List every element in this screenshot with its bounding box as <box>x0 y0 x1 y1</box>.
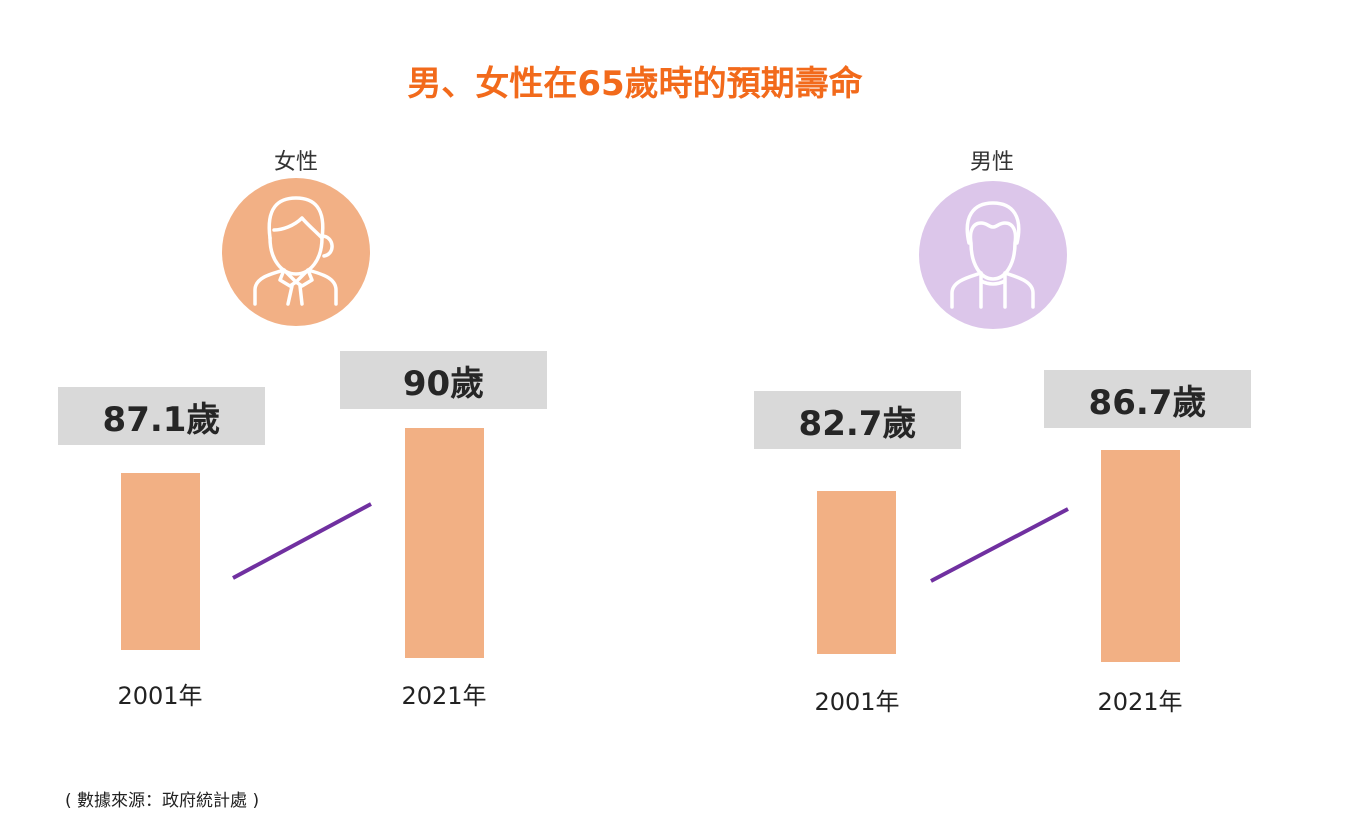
female-label: 女性 <box>273 150 318 175</box>
female-2001-year-label: 2001年 <box>117 682 203 710</box>
male-2001-year-label: 2001年 <box>814 688 900 716</box>
male-label: 男性 <box>969 150 1014 175</box>
female-2021-year-label: 2021年 <box>401 682 487 710</box>
male-trend-line <box>930 507 1069 583</box>
male-2001-bar <box>817 491 896 654</box>
female-trend-line <box>232 502 372 580</box>
female-2001-value-label: 87.1歲 <box>58 387 265 445</box>
male-2021-bar <box>1101 450 1180 662</box>
female-2021-bar <box>405 428 484 658</box>
female-2001-bar <box>121 473 200 650</box>
chart-title: 男、女性在65歲時的預期壽命 <box>407 64 863 104</box>
female-person-icon <box>222 178 370 326</box>
male-2021-value-label: 86.7歲 <box>1044 370 1251 428</box>
source-note: ( 數據來源：政府統計處 ) <box>65 791 260 811</box>
male-person-icon <box>919 181 1067 329</box>
male-2021-year-label: 2021年 <box>1097 688 1183 716</box>
female-2021-value-label: 90歲 <box>340 351 547 409</box>
male-2001-value-label: 82.7歲 <box>754 391 961 449</box>
